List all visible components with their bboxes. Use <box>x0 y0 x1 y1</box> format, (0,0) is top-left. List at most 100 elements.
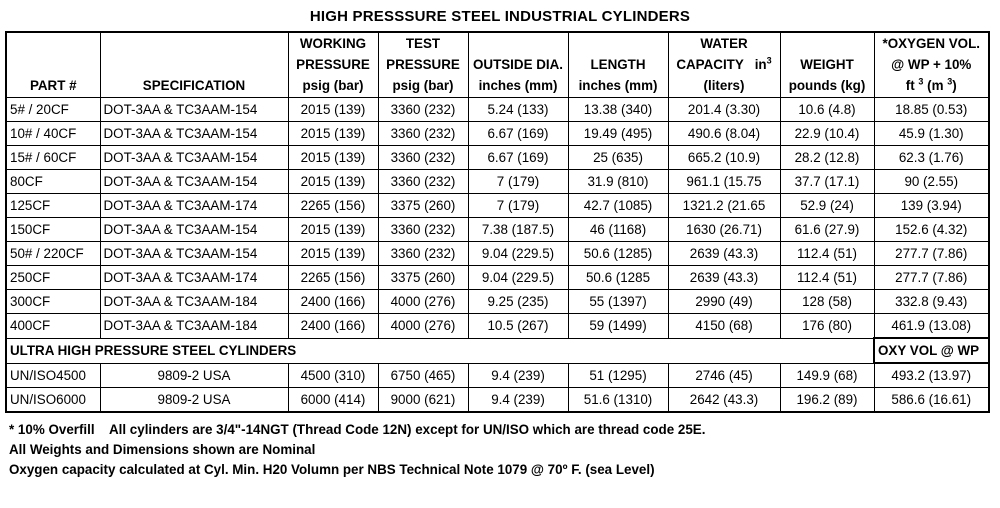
oxy-vol-label: OXY VOL @ WP <box>873 337 990 364</box>
cylinder-spec-table: PART # SPECIFICATION WORKING PRESSURE ps… <box>5 31 990 413</box>
cell-water-capacity: 2639 (43.3) <box>667 265 781 290</box>
cell-outside-diameter: 7.38 (187.5) <box>467 217 569 242</box>
cell-water-capacity: 490.6 (8.04) <box>667 121 781 146</box>
cell-specification: DOT-3AA & TC3AAM-154 <box>99 145 289 170</box>
cell-test-pressure: 3375 (260) <box>377 193 469 218</box>
cell-length: 51 (1295) <box>567 362 669 388</box>
table-row: UN/ISO4500 9809-2 USA 4500 (310) 6750 (465)… <box>5 362 990 388</box>
table-row: UN/ISO6000 9809-2 USA 6000 (414) 9000 (621)… <box>5 387 990 413</box>
cell-test-pressure: 4000 (276) <box>377 289 469 314</box>
cell-part-number: 150CF <box>5 217 101 242</box>
cell-specification: DOT-3AA & TC3AAM-154 <box>99 217 289 242</box>
cell-oxygen-volume: 90 (2.55) <box>873 169 990 194</box>
cell-specification: DOT-3AA & TC3AAM-184 <box>99 313 289 339</box>
cell-weight: 10.6 (4.8) <box>779 97 875 122</box>
cell-length: 59 (1499) <box>567 313 669 339</box>
header-working-pressure: WORKING PRESSURE psig (bar) <box>287 31 379 98</box>
table-row: 80CF DOT-3AA & TC3AAM-154 2015 (139) 3360 (… <box>5 169 990 194</box>
header-part: PART # <box>5 31 101 98</box>
cell-oxygen-volume: 62.3 (1.76) <box>873 145 990 170</box>
cell-oxygen-volume: 461.9 (13.08) <box>873 313 990 339</box>
cell-part-number: 400CF <box>5 313 101 339</box>
cell-water-capacity: 2639 (43.3) <box>667 241 781 266</box>
cell-part-number: 15# / 60CF <box>5 145 101 170</box>
cell-specification: DOT-3AA & TC3AAM-154 <box>99 241 289 266</box>
cell-weight: 128 (58) <box>779 289 875 314</box>
table-row: 300CF DOT-3AA & TC3AAM-184 2400 (166) 4000 … <box>5 289 990 314</box>
cell-specification: DOT-3AA & TC3AAM-154 <box>99 97 289 122</box>
page-title: HIGH PRESSSURE STEEL INDUSTRIAL CYLINDER… <box>309 8 691 25</box>
cell-length: 31.9 (810) <box>567 169 669 194</box>
table-row: 15# / 60CF DOT-3AA & TC3AAM-154 2015 (139)… <box>5 145 990 170</box>
header-row: PART # SPECIFICATION WORKING PRESSURE ps… <box>5 31 990 98</box>
cell-water-capacity: 1321.2 (21.65 <box>667 193 781 218</box>
cell-weight: 176 (80) <box>779 313 875 339</box>
cell-length: 42.7 (1085) <box>567 193 669 218</box>
cell-outside-diameter: 9.4 (239) <box>467 387 569 413</box>
cell-weight: 37.7 (17.1) <box>779 169 875 194</box>
cell-oxygen-volume: 139 (3.94) <box>873 193 990 218</box>
cell-oxygen-volume: 277.7 (7.86) <box>873 241 990 266</box>
cell-test-pressure: 3360 (232) <box>377 169 469 194</box>
cell-water-capacity: 2990 (49) <box>667 289 781 314</box>
cell-length: 50.6 (1285 <box>567 265 669 290</box>
table-row: 10# / 40CF DOT-3AA & TC3AAM-154 2015 (139)… <box>5 121 990 146</box>
header-test-pressure: TEST PRESSURE psig (bar) <box>377 31 469 98</box>
cell-water-capacity: 4150 (68) <box>667 313 781 339</box>
footnote-overfill: * 10% Overfill All cylinders are 3/4"-14… <box>9 422 706 437</box>
cell-test-pressure: 3360 (232) <box>377 145 469 170</box>
cell-length: 25 (635) <box>567 145 669 170</box>
cell-water-capacity: 2746 (45) <box>667 362 781 388</box>
industrial-cylinders-body: 5# / 20CF DOT-3AA & TC3AAM-154 2015 (139) 3… <box>5 97 990 339</box>
cell-part-number: 125CF <box>5 193 101 218</box>
table-row: 5# / 20CF DOT-3AA & TC3AAM-154 2015 (139) 3… <box>5 97 990 122</box>
cell-test-pressure: 3360 (232) <box>377 97 469 122</box>
cell-part-number: 80CF <box>5 169 101 194</box>
table-row: 150CF DOT-3AA & TC3AAM-154 2015 (139) 3360 … <box>5 217 990 242</box>
cell-test-pressure: 9000 (621) <box>377 387 469 413</box>
cell-outside-diameter: 7 (179) <box>467 193 569 218</box>
cell-part-number: UN/ISO6000 <box>5 387 101 413</box>
cell-specification: 9809-2 USA <box>99 362 289 388</box>
table-row: 400CF DOT-3AA & TC3AAM-184 2400 (166) 4000 … <box>5 313 990 339</box>
cell-oxygen-volume: 277.7 (7.86) <box>873 265 990 290</box>
cell-oxygen-volume: 332.8 (9.43) <box>873 289 990 314</box>
header-specification: SPECIFICATION <box>99 31 289 98</box>
cell-test-pressure: 3360 (232) <box>377 241 469 266</box>
cell-outside-diameter: 9.04 (229.5) <box>467 265 569 290</box>
cell-specification: DOT-3AA & TC3AAM-174 <box>99 193 289 218</box>
cell-outside-diameter: 7 (179) <box>467 169 569 194</box>
cell-outside-diameter: 6.67 (169) <box>467 121 569 146</box>
cell-working-pressure: 2265 (156) <box>287 193 379 218</box>
cell-specification: DOT-3AA & TC3AAM-154 <box>99 121 289 146</box>
cell-part-number: 5# / 20CF <box>5 97 101 122</box>
header-water-capacity: WATER CAPACITY in3 (liters) <box>667 31 781 98</box>
cell-length: 55 (1397) <box>567 289 669 314</box>
cell-specification: DOT-3AA & TC3AAM-184 <box>99 289 289 314</box>
cell-length: 13.38 (340) <box>567 97 669 122</box>
cell-weight: 22.9 (10.4) <box>779 121 875 146</box>
cell-length: 51.6 (1310) <box>567 387 669 413</box>
cell-working-pressure: 2265 (156) <box>287 265 379 290</box>
cell-water-capacity: 1630 (26.71) <box>667 217 781 242</box>
cell-outside-diameter: 9.25 (235) <box>467 289 569 314</box>
table-row: 50# / 220CF DOT-3AA & TC3AAM-154 2015 (139… <box>5 241 990 266</box>
cell-working-pressure: 2015 (139) <box>287 121 379 146</box>
cell-test-pressure: 3360 (232) <box>377 217 469 242</box>
cell-outside-diameter: 9.04 (229.5) <box>467 241 569 266</box>
cell-specification: DOT-3AA & TC3AAM-154 <box>99 169 289 194</box>
cell-weight: 112.4 (51) <box>779 241 875 266</box>
cell-test-pressure: 4000 (276) <box>377 313 469 339</box>
table-row: 250CF DOT-3AA & TC3AAM-174 2265 (156) 3375 … <box>5 265 990 290</box>
cell-working-pressure: 2015 (139) <box>287 169 379 194</box>
footnote-oxygen-calc: Oxygen capacity calculated at Cyl. Min. … <box>9 462 655 477</box>
cell-weight: 149.9 (68) <box>779 362 875 388</box>
header-outside-diameter: OUTSIDE DIA. inches (mm) <box>467 31 569 98</box>
header-weight: WEIGHT pounds (kg) <box>779 31 875 98</box>
ultra-section-body: ULTRA HIGH PRESSURE STEEL CYLINDERS OXY … <box>5 337 990 364</box>
cell-weight: 61.6 (27.9) <box>779 217 875 242</box>
cell-test-pressure: 3360 (232) <box>377 121 469 146</box>
cell-length: 50.6 (1285) <box>567 241 669 266</box>
cell-working-pressure: 2015 (139) <box>287 145 379 170</box>
cell-oxygen-volume: 152.6 (4.32) <box>873 217 990 242</box>
